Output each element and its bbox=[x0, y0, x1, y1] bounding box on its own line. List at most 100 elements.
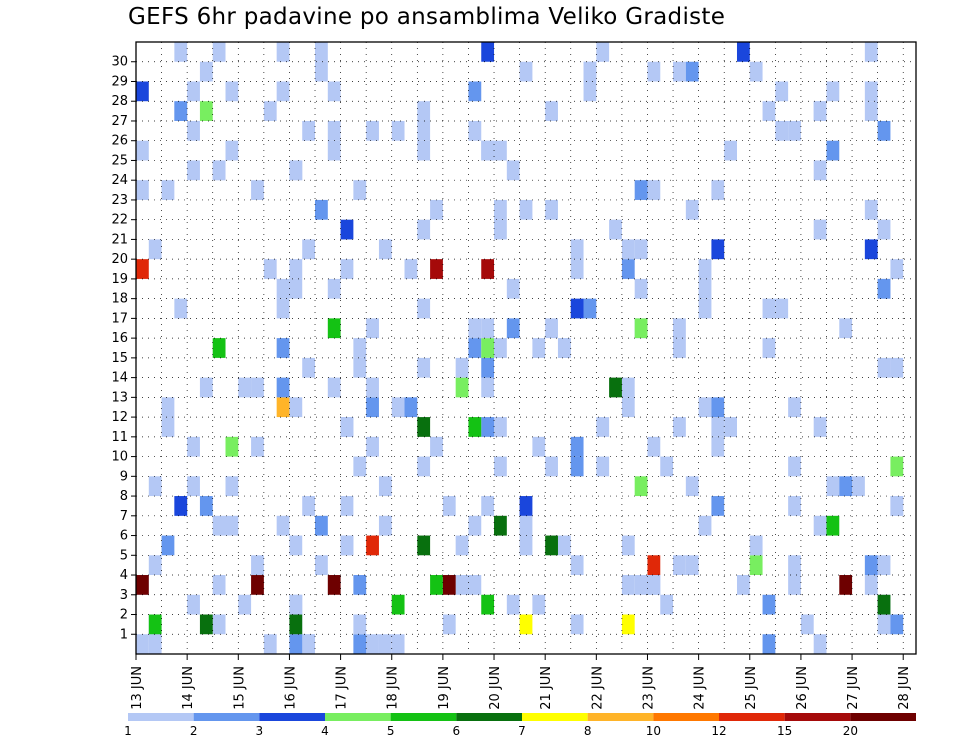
heatmap-cell bbox=[353, 456, 367, 477]
heatmap-cell bbox=[455, 575, 469, 595]
heatmap-cell bbox=[609, 219, 622, 240]
y-tick-label: 3 bbox=[120, 588, 128, 603]
heatmap-cell bbox=[442, 575, 456, 595]
heatmap-cell bbox=[161, 535, 175, 556]
heatmap-cell bbox=[621, 259, 635, 279]
y-axis: 1234567891011121314151617181920212223242… bbox=[111, 55, 136, 642]
heatmap-cell bbox=[378, 634, 392, 654]
heatmap-cell bbox=[813, 515, 827, 536]
y-tick-label: 8 bbox=[120, 489, 128, 504]
heatmap-cell bbox=[519, 515, 533, 536]
colorbar-label: 6 bbox=[453, 724, 461, 738]
heatmap-cell bbox=[685, 476, 699, 497]
heatmap-cell bbox=[366, 318, 379, 339]
colorbar-label: 12 bbox=[711, 724, 726, 738]
heatmap-cell bbox=[430, 199, 443, 220]
y-tick-label: 12 bbox=[111, 410, 128, 425]
heatmap-cell bbox=[251, 575, 264, 595]
heatmap-cell bbox=[468, 338, 482, 358]
heatmap-cell bbox=[877, 555, 891, 576]
heatmap-cell bbox=[289, 397, 303, 418]
heatmap-cell bbox=[391, 594, 405, 615]
heatmap-cell bbox=[762, 298, 776, 319]
colorbar-label: 2 bbox=[190, 724, 198, 738]
colorbar-segment bbox=[653, 713, 719, 721]
heatmap-cell bbox=[494, 417, 507, 437]
y-tick-label: 4 bbox=[120, 568, 128, 583]
heatmap-cell bbox=[673, 61, 686, 82]
heatmap-cell bbox=[276, 397, 290, 418]
heatmap-cell bbox=[302, 634, 316, 654]
heatmap-cell bbox=[570, 614, 584, 635]
heatmap-cell bbox=[263, 634, 277, 654]
heatmap-cell bbox=[340, 535, 354, 556]
heatmap-cell bbox=[366, 535, 379, 556]
heatmap-cell bbox=[187, 160, 200, 181]
heatmap-cell bbox=[161, 397, 175, 418]
heatmap-cell bbox=[391, 634, 405, 654]
heatmap-cell bbox=[673, 417, 686, 437]
heatmap-cell bbox=[826, 515, 840, 536]
heatmap-cell bbox=[788, 575, 801, 595]
heatmap-cell bbox=[506, 318, 520, 339]
colorbar-segment bbox=[259, 713, 325, 721]
heatmap-cell bbox=[545, 318, 558, 339]
heatmap-cell bbox=[187, 120, 200, 141]
heatmap-cell bbox=[596, 42, 610, 62]
heatmap-cell bbox=[251, 555, 264, 576]
heatmap-cell bbox=[212, 614, 226, 635]
heatmap-cell bbox=[839, 476, 853, 497]
heatmap-cell bbox=[634, 239, 648, 260]
y-tick-label: 25 bbox=[111, 153, 128, 168]
heatmap-cell bbox=[353, 338, 367, 358]
heatmap-cell bbox=[251, 377, 264, 398]
heatmap-cell bbox=[417, 417, 431, 437]
heatmap-cell bbox=[199, 614, 213, 635]
heatmap-cell bbox=[391, 120, 405, 141]
heatmap-cell bbox=[890, 496, 904, 516]
heatmap-cell bbox=[353, 614, 367, 635]
heatmap-cell bbox=[366, 397, 379, 418]
heatmap-cell bbox=[340, 219, 354, 240]
heatmap-cell bbox=[430, 436, 443, 457]
heatmap-cell bbox=[660, 594, 674, 615]
heatmap-cell bbox=[762, 594, 776, 615]
heatmap-cell bbox=[545, 101, 558, 121]
heatmap-cell bbox=[788, 120, 801, 141]
heatmap-cell bbox=[263, 101, 277, 121]
heatmap-cell bbox=[532, 436, 546, 457]
heatmap-cell bbox=[647, 575, 661, 595]
heatmap-cell bbox=[174, 496, 188, 516]
heatmap-cell bbox=[353, 575, 367, 595]
heatmap-cell bbox=[557, 535, 571, 556]
x-tick-label: 19 JUN bbox=[437, 666, 452, 710]
heatmap-cell bbox=[404, 397, 418, 418]
colorbar-segment bbox=[719, 713, 785, 721]
heatmap-cell bbox=[506, 278, 520, 299]
heatmap-cell bbox=[136, 634, 149, 654]
heatmap-cell bbox=[327, 318, 341, 339]
heatmap-cell bbox=[148, 634, 162, 654]
heatmap-cell bbox=[276, 377, 290, 398]
heatmap-cell bbox=[621, 377, 635, 398]
heatmap-cell bbox=[673, 318, 686, 339]
heatmap-cell bbox=[494, 338, 507, 358]
heatmap-cell bbox=[174, 42, 188, 62]
heatmap-cell bbox=[225, 81, 239, 102]
heatmap-cell bbox=[136, 81, 149, 102]
heatmap-cell bbox=[378, 476, 392, 497]
heatmap-cell bbox=[647, 61, 661, 82]
heatmap-cell bbox=[519, 535, 533, 556]
heatmap-cell bbox=[890, 357, 904, 378]
x-tick-label: 20 JUN bbox=[488, 666, 503, 710]
heatmap-cell bbox=[481, 594, 495, 615]
colorbar-label: 5 bbox=[387, 724, 395, 738]
heatmap-cell bbox=[378, 239, 392, 260]
y-tick-label: 29 bbox=[111, 74, 128, 89]
heatmap-cell bbox=[583, 298, 597, 319]
y-tick-label: 28 bbox=[111, 94, 128, 109]
heatmap-cell bbox=[327, 120, 341, 141]
heatmap-cell bbox=[315, 61, 328, 82]
heatmap-cell bbox=[315, 555, 328, 576]
heatmap-cell bbox=[762, 634, 776, 654]
